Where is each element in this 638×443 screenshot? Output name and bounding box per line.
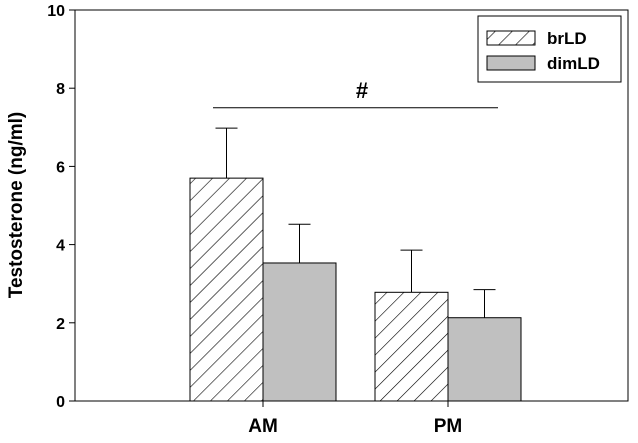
legend: brLD dimLD [477, 15, 622, 83]
y-tick-label: 0 [56, 394, 65, 411]
plot-border [74, 9, 629, 402]
x-axis: AM PM [248, 401, 462, 437]
y-tick-label: 10 [47, 3, 65, 20]
legend-label-dimLD: dimLD [547, 54, 600, 73]
legend-label-brLD: brLD [547, 29, 587, 48]
legend-swatch-brLD [486, 30, 536, 46]
bars [189, 177, 522, 402]
x-tick-label: PM [434, 416, 463, 437]
y-axis: 0 2 4 6 8 10 [47, 3, 75, 411]
significance-marker: # [356, 78, 368, 103]
bar-brLD-PM [374, 291, 449, 402]
x-tick-label: AM [248, 416, 278, 437]
y-tick-label: 6 [56, 159, 65, 176]
bar-dimLD-AM [262, 262, 337, 402]
bar-dimLD-PM [447, 317, 522, 402]
bar-brLD-AM [189, 177, 264, 402]
y-tick-label: 8 [56, 81, 65, 98]
plot-frame [74, 9, 629, 402]
y-tick-label: 4 [56, 238, 65, 255]
y-tick-label: 2 [56, 316, 65, 333]
legend-box [477, 15, 622, 83]
y-axis-label: Testosterone (ng/ml) [6, 112, 27, 299]
significance-annotation: # [213, 78, 498, 109]
legend-swatch-dimLD [486, 55, 536, 71]
error-bars [215, 127, 496, 318]
